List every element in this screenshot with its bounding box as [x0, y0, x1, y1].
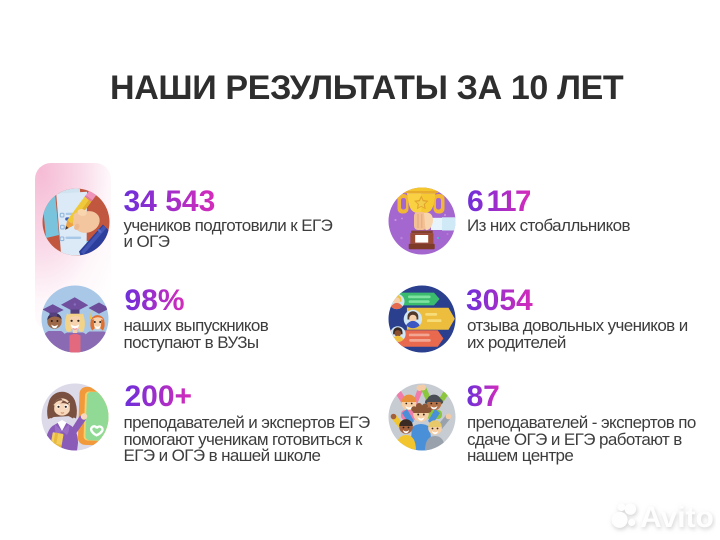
svg-text:Avito: Avito	[640, 501, 714, 534]
